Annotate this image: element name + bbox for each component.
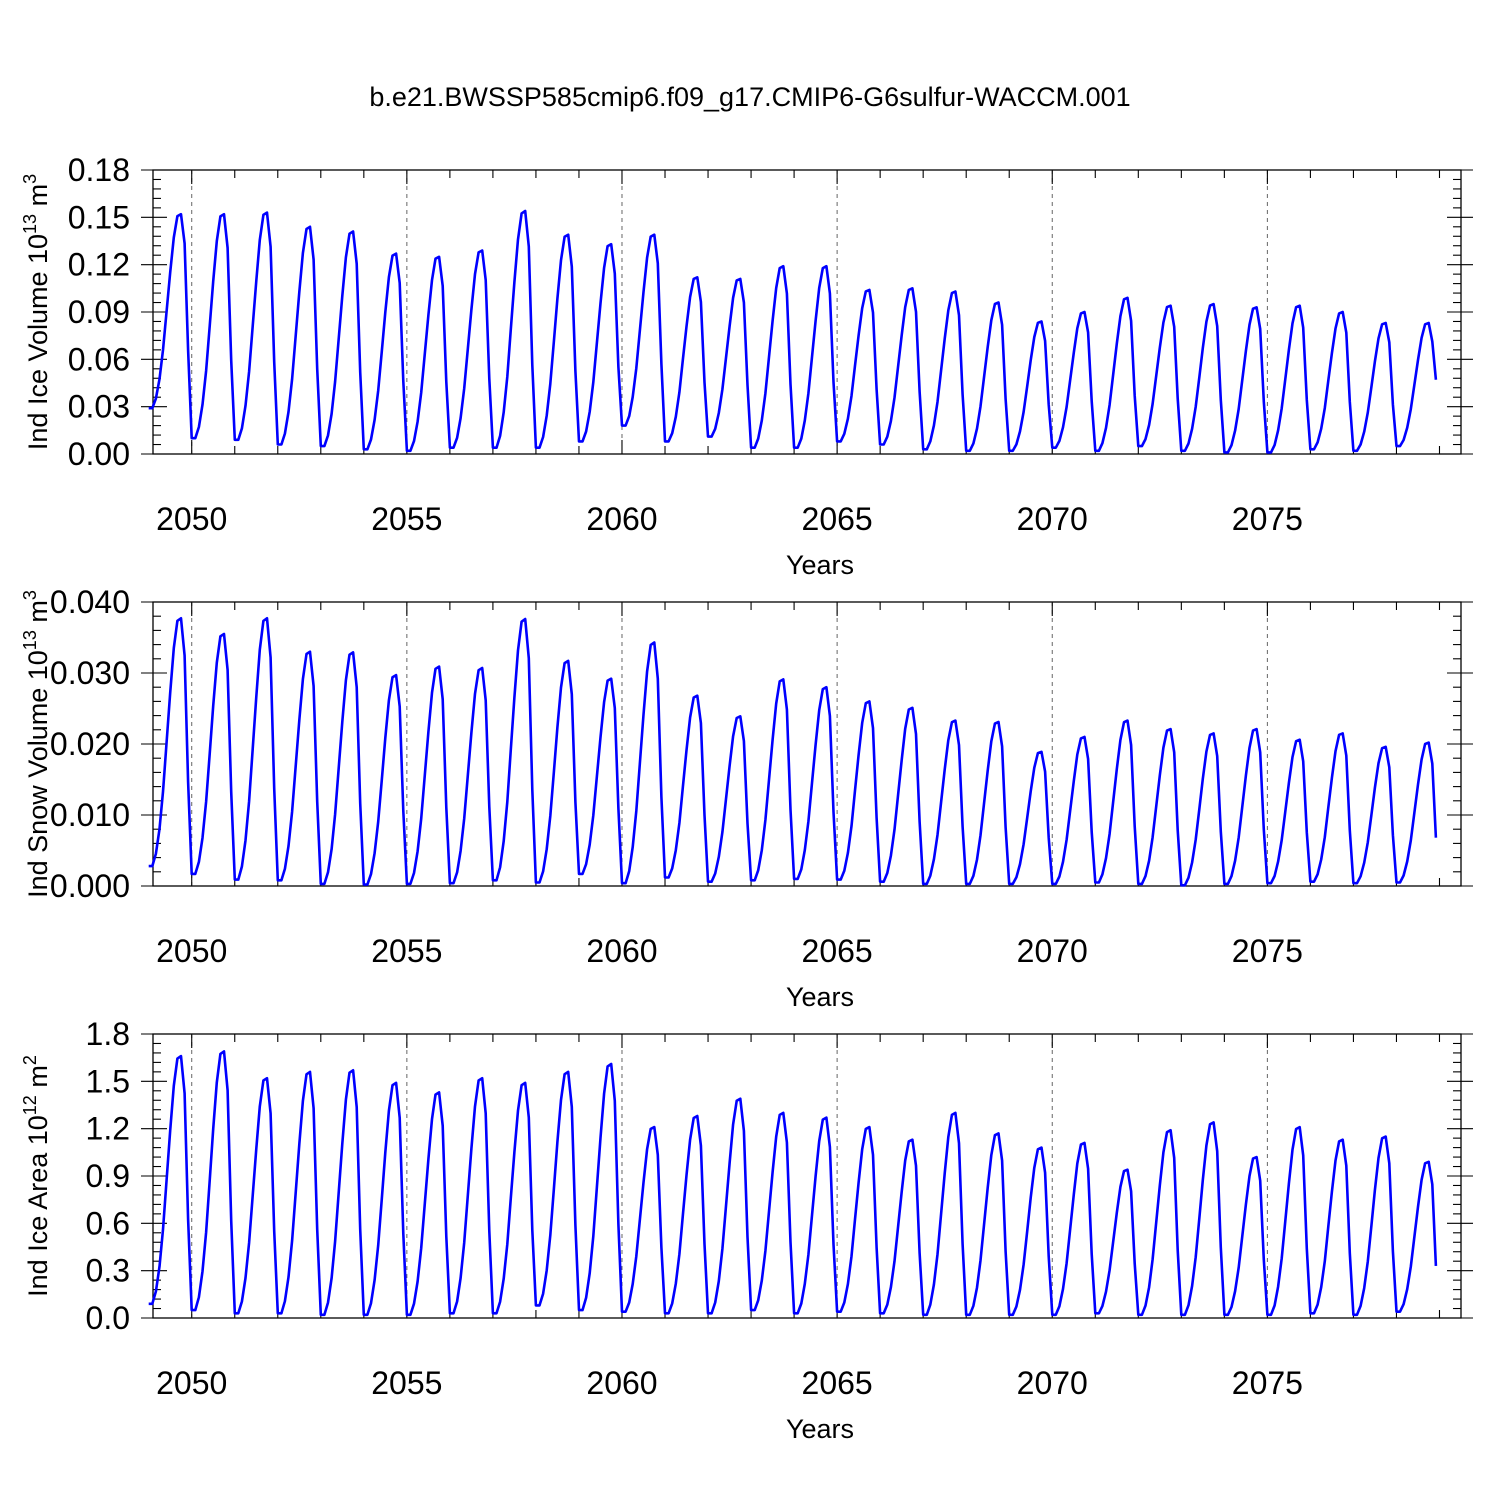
y-tick-label: 0.020 <box>50 726 130 762</box>
y-tick-label: 0.15 <box>68 199 130 235</box>
x-tick-label: 2060 <box>586 933 657 969</box>
y-tick-label: 0.12 <box>68 247 130 283</box>
y-axis-label-superscript: 13 <box>20 214 40 234</box>
y-tick-label: 1.8 <box>86 1016 130 1052</box>
x-tick-label: 2075 <box>1232 1365 1303 1401</box>
y-tick-label: 0.3 <box>86 1253 130 1289</box>
y-tick-label: 0.030 <box>50 655 130 691</box>
x-axis-label: Years <box>786 982 854 1012</box>
y-axis-label-superscript: 3 <box>20 590 40 600</box>
panel-1: 2050 2055 2060 2065 2070 2075 0.00 0.03 0.06 0.09… <box>20 152 1473 580</box>
x-tick-label: 2075 <box>1232 501 1303 537</box>
y-axis-label-superscript: 13 <box>20 630 40 650</box>
y-tick-label: 0.010 <box>50 797 130 833</box>
y-axis-label-part: Ind Ice Area 10 <box>23 1115 53 1297</box>
y-axis-label: Ind Snow Volume 1013 m3 <box>20 590 53 898</box>
x-tick-label: 2065 <box>802 1365 873 1401</box>
y-axis-label-part: m <box>23 600 53 630</box>
y-tick-label: 0.00 <box>68 436 130 472</box>
x-tick-label: 2065 <box>802 501 873 537</box>
panel-2: 2050 2055 2060 2065 2070 2075 0.000 0.010 0.020 0… <box>20 584 1473 1012</box>
figure-title: b.e21.BWSSP585cmip6.f09_g17.CMIP6-G6sulf… <box>369 82 1130 112</box>
x-tick-label: 2075 <box>1232 933 1303 969</box>
x-tick-label: 2070 <box>1017 501 1088 537</box>
x-tick-label: 2050 <box>156 501 227 537</box>
x-tick-label: 2065 <box>802 933 873 969</box>
y-axis-label-part: Ind Snow Volume 10 <box>23 650 53 898</box>
y-axis-label: Ind Ice Area 1012 m2 <box>20 1055 53 1297</box>
x-tick-label: 2055 <box>371 1365 442 1401</box>
y-axis-label-superscript: 12 <box>20 1095 40 1115</box>
series-line <box>148 616 1438 887</box>
y-tick-label: 0.9 <box>86 1158 130 1194</box>
y-tick-label: 1.2 <box>86 1111 130 1147</box>
y-tick-label: 0.03 <box>68 389 130 425</box>
y-tick-label: 1.5 <box>86 1063 130 1099</box>
y-axis-label-part: m <box>23 1065 53 1095</box>
y-tick-label: 0.09 <box>68 294 130 330</box>
series-line <box>148 209 1438 454</box>
y-axis-label: Ind Ice Volume 1013 m3 <box>20 174 53 450</box>
y-axis-label-superscript: 2 <box>20 1055 40 1065</box>
x-tick-label: 2050 <box>156 1365 227 1401</box>
y-tick-label: 0.000 <box>50 868 130 904</box>
panel-3: 2050 2055 2060 2065 2070 2075 0.0 0.3 0.6 0.9 1.2 1… <box>20 1016 1473 1444</box>
y-tick-label: 0.0 <box>86 1300 130 1336</box>
series-line <box>148 1050 1438 1317</box>
y-axis-label-superscript: 3 <box>20 174 40 184</box>
x-tick-label: 2050 <box>156 933 227 969</box>
y-tick-label: 0.06 <box>68 341 130 377</box>
x-tick-label: 2060 <box>586 501 657 537</box>
y-axis-label-part: m <box>23 184 53 214</box>
x-axis-label: Years <box>786 550 854 580</box>
x-axis-label: Years <box>786 1414 854 1444</box>
y-tick-label: 0.6 <box>86 1205 130 1241</box>
x-tick-label: 2060 <box>586 1365 657 1401</box>
y-tick-label: 0.18 <box>68 152 130 188</box>
x-tick-label: 2070 <box>1017 933 1088 969</box>
y-axis-label-part: Ind Ice Volume 10 <box>23 234 53 450</box>
x-tick-label: 2055 <box>371 501 442 537</box>
x-tick-label: 2055 <box>371 933 442 969</box>
x-tick-label: 2070 <box>1017 1365 1088 1401</box>
y-tick-label: 0.040 <box>50 584 130 620</box>
